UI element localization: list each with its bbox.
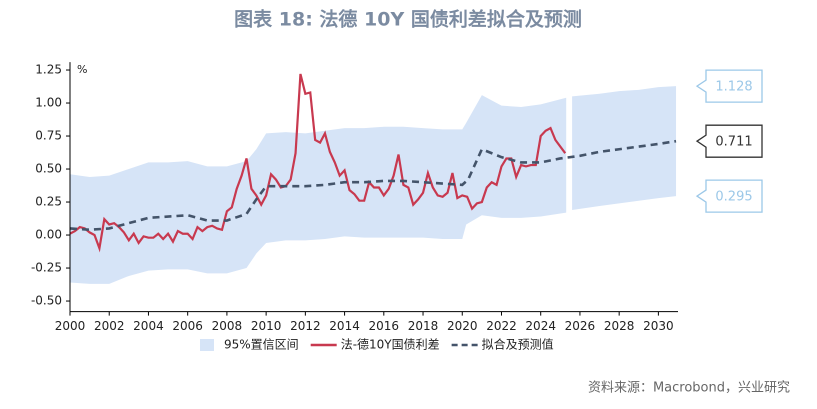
x-tick-label: 2000 <box>55 319 86 333</box>
x-tick-label: 2020 <box>447 319 478 333</box>
x-tick-label: 2012 <box>290 319 321 333</box>
x-tick-label: 2030 <box>643 319 674 333</box>
x-tick-label: 2004 <box>133 319 164 333</box>
x-tick-label: 2028 <box>604 319 635 333</box>
legend-label: 95%置信区间 <box>224 338 299 352</box>
y-unit: % <box>77 63 87 76</box>
callout-box <box>695 69 763 103</box>
y-tick-label: 0.50 <box>35 162 62 176</box>
x-tick-label: 2018 <box>408 319 439 333</box>
fitted-line <box>69 139 677 232</box>
legend-label: 拟合及预测值 <box>482 337 554 352</box>
x-tick-label: 2024 <box>525 319 556 333</box>
y-tick-label: -0.50 <box>31 294 62 308</box>
source: 资料来源：Macrobond，兴业研究 <box>588 381 790 396</box>
callout-box <box>695 179 763 213</box>
y-tick-label: 0.75 <box>35 129 62 143</box>
legend-swatch <box>200 339 214 351</box>
y-tick-label: 0.25 <box>35 195 62 209</box>
x-tick-label: 2022 <box>486 319 517 333</box>
x-tick-label: 2010 <box>251 319 282 333</box>
spread-line <box>69 73 567 253</box>
x-tick-label: 2026 <box>565 319 596 333</box>
x-tick-label: 2008 <box>212 319 243 333</box>
x-tick-label: 2016 <box>369 319 400 333</box>
x-tick-label: 2014 <box>329 319 360 333</box>
callout-label: 0.295 <box>715 190 752 205</box>
x-tick-label: 2006 <box>172 319 203 333</box>
y-tick-label: 1.00 <box>35 96 62 110</box>
chart-title: 图表 18: 法德 10Y 国债利差拟合及预测 <box>234 8 582 31</box>
callout-label: 1.128 <box>715 80 752 95</box>
y-tick-label: -0.25 <box>31 261 62 275</box>
x-tick-label: 2002 <box>94 319 125 333</box>
callout-label: 0.711 <box>715 135 752 150</box>
y-tick-label: 0.00 <box>35 228 62 242</box>
y-tick-label: 1.25 <box>35 63 62 77</box>
legend-label: 法-德10Y国债利差 <box>341 337 440 352</box>
callout-box <box>695 124 763 158</box>
